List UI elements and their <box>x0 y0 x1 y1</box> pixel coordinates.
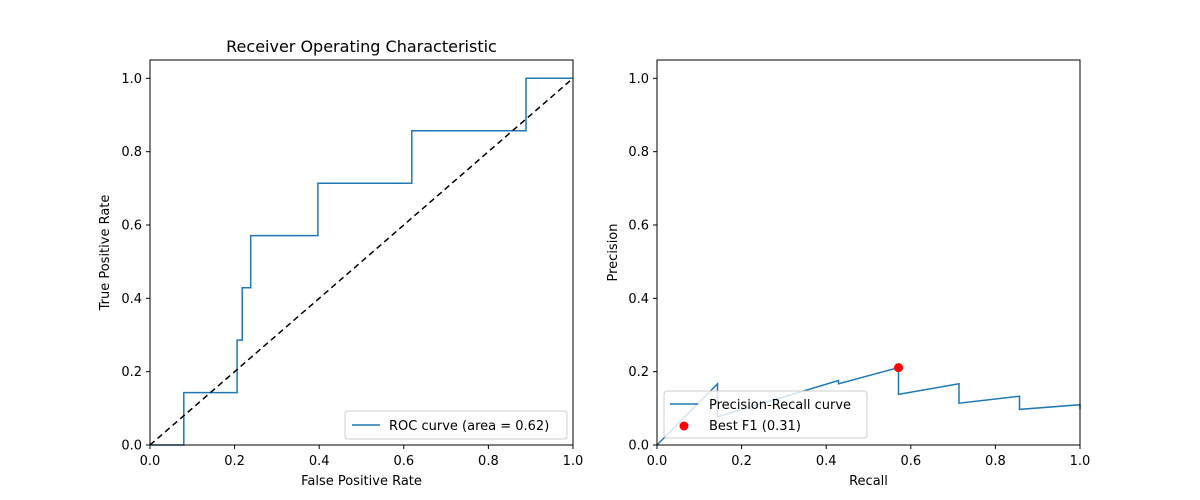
roc-chance-diagonal-line <box>149 77 574 446</box>
pr-axes-frame <box>656 59 1081 446</box>
pr-best-f1-point <box>894 363 904 373</box>
pr-y-ticks: 0.0 0.2 0.4 0.6 0.8 1.0 <box>628 72 657 454</box>
pr-y-tick-label: 0.0 <box>628 439 649 454</box>
pr-legend: Precision-Recall curve Best F1 (0.31) <box>663 390 868 439</box>
roc-y-axis-label: True Positive Rate <box>98 195 113 312</box>
pr-x-tick-label: 0.8 <box>985 454 1006 469</box>
pr-x-tick-label: 0.2 <box>731 454 752 469</box>
roc-x-tick-label: 0.4 <box>309 454 330 469</box>
roc-x-ticks: 0.0 0.2 0.4 0.6 0.8 1.0 <box>140 445 584 469</box>
roc-x-tick-label: 0.8 <box>478 454 499 469</box>
pr-legend-label-curve: Precision-Recall curve <box>709 398 851 413</box>
roc-legend-box <box>344 410 568 440</box>
pr-x-tick-label: 0.4 <box>816 454 837 469</box>
roc-panel: Receiver Operating Characteristic 0.0 0.2… <box>98 37 583 489</box>
roc-curve-line <box>150 77 573 446</box>
roc-y-tick-label: 0.8 <box>121 145 142 160</box>
roc-y-tick-label: 0.4 <box>121 292 142 307</box>
pr-x-ticks: 0.0 0.2 0.4 0.6 0.8 1.0 <box>647 445 1091 469</box>
pr-x-axis-label: Recall <box>849 474 888 489</box>
pr-y-tick-label: 1.0 <box>628 72 649 87</box>
roc-x-axis-label: False Positive Rate <box>301 474 422 489</box>
roc-x-tick-label: 1.0 <box>563 454 584 469</box>
pr-y-tick-label: 0.4 <box>628 292 649 307</box>
roc-axes-frame <box>149 59 574 446</box>
pr-y-tick-label: 0.2 <box>628 365 649 380</box>
roc-y-tick-label: 0.0 <box>121 439 142 454</box>
pr-y-tick-label: 0.6 <box>628 219 649 234</box>
roc-x-tick-label: 0.0 <box>140 454 161 469</box>
roc-y-tick-label: 0.2 <box>121 365 142 380</box>
pr-x-tick-label: 1.0 <box>1070 454 1091 469</box>
pr-panel: 0.0 0.2 0.4 0.6 0.8 1.0 0.0 0.2 0.4 0.6 0.8 1.0 Re… <box>606 59 1091 489</box>
pr-legend-swatch-best-f1 <box>679 421 689 431</box>
roc-legend: ROC curve (area = 0.62) <box>344 410 568 440</box>
pr-y-tick-label: 0.8 <box>628 145 649 160</box>
pr-legend-box <box>663 390 868 439</box>
roc-y-ticks: 0.0 0.2 0.4 0.6 0.8 1.0 <box>121 72 150 454</box>
roc-legend-label: ROC curve (area = 0.62) <box>389 419 549 434</box>
pr-x-tick-label: 0.0 <box>647 454 668 469</box>
roc-x-tick-label: 0.6 <box>393 454 414 469</box>
pr-legend-label-best-f1: Best F1 (0.31) <box>709 419 801 434</box>
roc-x-tick-label: 0.2 <box>224 454 245 469</box>
roc-plot-lines <box>149 77 574 446</box>
roc-title: Receiver Operating Characteristic <box>226 37 497 56</box>
roc-y-tick-label: 1.0 <box>121 72 142 87</box>
roc-y-tick-label: 0.6 <box>121 219 142 234</box>
pr-y-axis-label: Precision <box>606 223 621 281</box>
pr-x-tick-label: 0.6 <box>900 454 921 469</box>
